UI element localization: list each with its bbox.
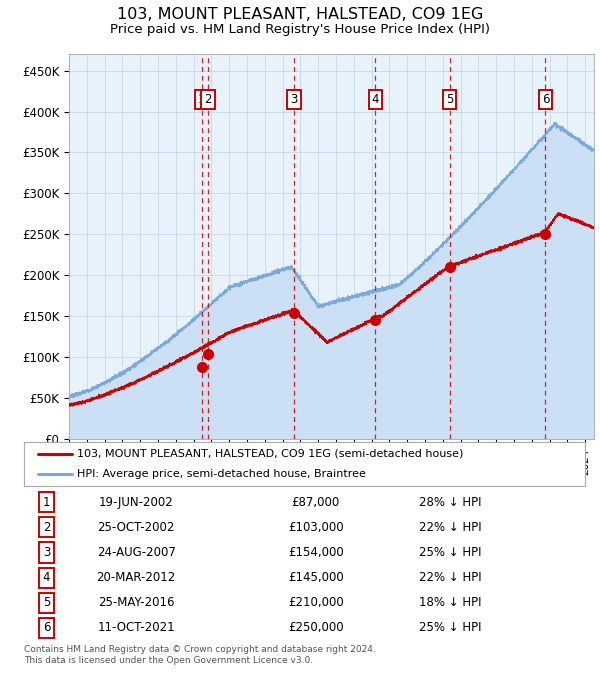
Text: £145,000: £145,000 — [288, 571, 344, 584]
Text: 25% ↓ HPI: 25% ↓ HPI — [419, 546, 482, 559]
Text: 4: 4 — [371, 93, 379, 106]
Text: 1: 1 — [43, 496, 50, 509]
Text: £210,000: £210,000 — [288, 596, 344, 609]
Text: 3: 3 — [290, 93, 298, 106]
Text: 6: 6 — [43, 622, 50, 634]
Text: 18% ↓ HPI: 18% ↓ HPI — [419, 596, 482, 609]
Text: £250,000: £250,000 — [288, 622, 344, 634]
Text: 28% ↓ HPI: 28% ↓ HPI — [419, 496, 482, 509]
Text: 25-OCT-2002: 25-OCT-2002 — [98, 521, 175, 534]
Text: 20-MAR-2012: 20-MAR-2012 — [97, 571, 176, 584]
Text: Contains HM Land Registry data © Crown copyright and database right 2024.: Contains HM Land Registry data © Crown c… — [24, 645, 376, 653]
Text: Price paid vs. HM Land Registry's House Price Index (HPI): Price paid vs. HM Land Registry's House … — [110, 23, 490, 36]
Text: 25-MAY-2016: 25-MAY-2016 — [98, 596, 175, 609]
Text: 4: 4 — [43, 571, 50, 584]
Text: 2: 2 — [204, 93, 212, 106]
Text: 103, MOUNT PLEASANT, HALSTEAD, CO9 1EG: 103, MOUNT PLEASANT, HALSTEAD, CO9 1EG — [117, 7, 483, 22]
Text: 5: 5 — [43, 596, 50, 609]
Text: 2: 2 — [43, 521, 50, 534]
Text: £154,000: £154,000 — [288, 546, 344, 559]
Text: 6: 6 — [542, 93, 549, 106]
Text: 24-AUG-2007: 24-AUG-2007 — [97, 546, 176, 559]
Text: 3: 3 — [43, 546, 50, 559]
Text: 22% ↓ HPI: 22% ↓ HPI — [419, 571, 482, 584]
Text: 25% ↓ HPI: 25% ↓ HPI — [419, 622, 482, 634]
Text: 22% ↓ HPI: 22% ↓ HPI — [419, 521, 482, 534]
Text: 11-OCT-2021: 11-OCT-2021 — [97, 622, 175, 634]
Text: This data is licensed under the Open Government Licence v3.0.: This data is licensed under the Open Gov… — [24, 656, 313, 664]
Text: £87,000: £87,000 — [292, 496, 340, 509]
Text: 19-JUN-2002: 19-JUN-2002 — [99, 496, 173, 509]
Text: 1: 1 — [198, 93, 206, 106]
Text: £103,000: £103,000 — [288, 521, 344, 534]
Text: 5: 5 — [446, 93, 454, 106]
Text: 103, MOUNT PLEASANT, HALSTEAD, CO9 1EG (semi-detached house): 103, MOUNT PLEASANT, HALSTEAD, CO9 1EG (… — [77, 449, 464, 459]
Text: HPI: Average price, semi-detached house, Braintree: HPI: Average price, semi-detached house,… — [77, 469, 366, 479]
